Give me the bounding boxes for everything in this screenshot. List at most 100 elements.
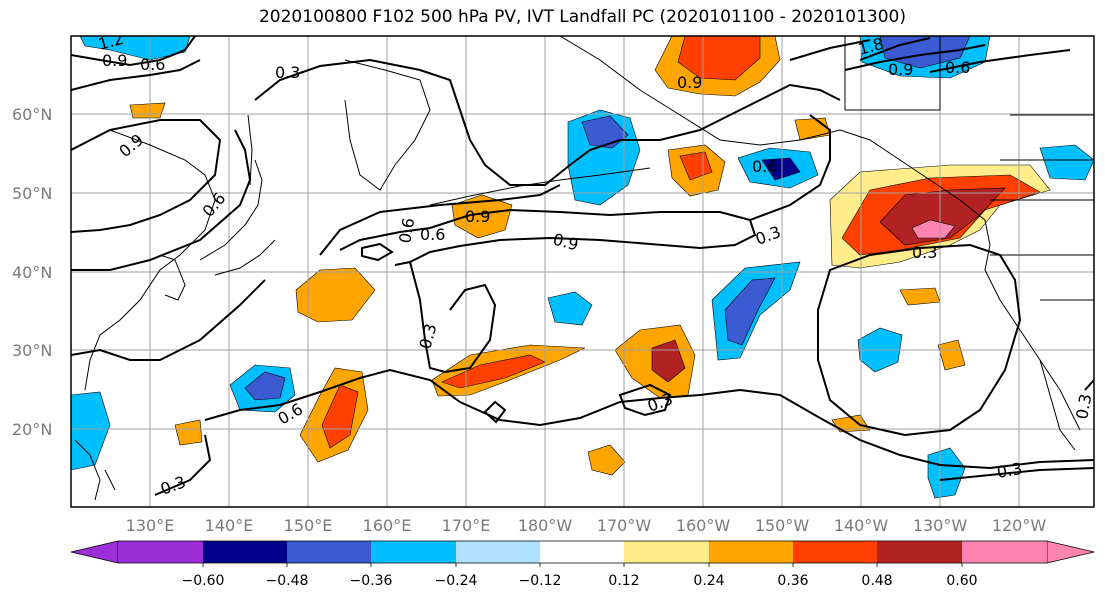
coast-korea bbox=[159, 254, 186, 301]
anomaly-positive-160w-core bbox=[679, 151, 713, 181]
colorbar-swatch bbox=[118, 541, 203, 563]
lat-label-20n: 20°N bbox=[12, 420, 52, 439]
contour-label: 0.6 bbox=[945, 58, 970, 77]
colorbar-swatch bbox=[624, 541, 709, 563]
contour-0-6-west bbox=[71, 59, 201, 91]
anomaly-positive-135e bbox=[129, 102, 166, 119]
latitude-labels: 60°N 50°N 40°N 30°N 20°N bbox=[12, 105, 52, 439]
lon-label-140w: 140°W bbox=[834, 516, 889, 535]
colorbar-outline bbox=[118, 540, 1047, 564]
contour-0-6-loop bbox=[71, 129, 252, 271]
lat-label-30n: 30°N bbox=[12, 341, 52, 360]
anomaly-positive-130w-mid bbox=[937, 339, 966, 371]
anomaly-negative-west-edge bbox=[71, 391, 111, 471]
colorbar-swatch bbox=[962, 541, 1047, 563]
colorbar-swatch bbox=[456, 541, 540, 563]
lat-label-60n: 60°N bbox=[12, 105, 52, 124]
contour-0-3-southeast bbox=[939, 467, 1094, 481]
anomaly-positive-west-edge bbox=[174, 419, 203, 446]
lon-label-160w: 160°W bbox=[676, 516, 731, 535]
lon-label-180w: 180°W bbox=[518, 516, 573, 535]
contour-label: 0.3 bbox=[912, 243, 937, 262]
anomaly-negative-130w-south bbox=[927, 447, 966, 499]
contour-0-9-northeast bbox=[844, 44, 986, 71]
lat-label-40n: 40°N bbox=[12, 263, 52, 282]
anomaly-positive-northeast-pacific-core bbox=[879, 187, 1006, 246]
colorbar-tick-label: −0.36 bbox=[350, 573, 393, 589]
contour-center-ring bbox=[361, 242, 394, 262]
contour-label: 1.8 bbox=[856, 34, 886, 59]
graticule bbox=[71, 36, 1094, 507]
colorbar-tick-label: 0.60 bbox=[946, 573, 977, 589]
anomaly-negative-aleutian-core bbox=[581, 115, 629, 149]
contour-0-6-east bbox=[749, 114, 831, 221]
colorbar-swatch bbox=[287, 541, 371, 563]
coast-aleutians bbox=[429, 167, 651, 206]
anomaly-positive-175e bbox=[451, 194, 513, 239]
anomaly-positive-155e bbox=[295, 267, 376, 323]
anomaly-negative-east-edge bbox=[1039, 144, 1094, 181]
colorbar-tick-label: −0.60 bbox=[182, 573, 225, 589]
anomaly-positive-north-center-core bbox=[677, 36, 761, 81]
colorbar-swatch bbox=[203, 541, 287, 563]
contour-label: 0.6 bbox=[420, 225, 445, 244]
colorbar-tick-label: −0.48 bbox=[266, 573, 309, 589]
coast-japan bbox=[199, 159, 276, 276]
contour-1-8-northeast bbox=[859, 37, 931, 61]
coast-philippines bbox=[74, 439, 116, 501]
lon-label-170w: 170°W bbox=[597, 516, 652, 535]
colorbar-ticks bbox=[202, 563, 963, 567]
contour-0-3-ring bbox=[483, 400, 507, 424]
colorbar-swatch bbox=[877, 541, 962, 563]
contour-label: 0.6 bbox=[140, 55, 165, 74]
contour-0-3-south bbox=[154, 434, 212, 496]
coast-alaska bbox=[559, 36, 961, 201]
anomaly-positive-northeast-pacific-peak bbox=[911, 219, 956, 239]
colorbar-tick-label: 0.36 bbox=[777, 573, 808, 589]
contour-label: 0.6 bbox=[395, 216, 418, 244]
colorbar-over-triangle bbox=[1046, 540, 1095, 564]
contour-0-6-east-loop bbox=[817, 243, 1022, 437]
contour-0-6-south bbox=[204, 368, 1094, 470]
anomaly-positive-165w-south bbox=[587, 444, 626, 476]
map-title: 2020100800 F102 500 hPa PV, IVT Landfall… bbox=[258, 7, 906, 27]
lon-label-130e: 130°E bbox=[126, 516, 175, 535]
colorbar-tick-label: −0.24 bbox=[435, 573, 478, 589]
anomaly-negative-175e bbox=[547, 291, 593, 326]
contour-0-6-center bbox=[319, 184, 561, 256]
lat-label-50n: 50°N bbox=[12, 184, 52, 203]
colorbar-tick-label: 0.24 bbox=[693, 573, 724, 589]
contour-label: 0.3 bbox=[275, 63, 300, 82]
contour-0-9-west bbox=[71, 36, 196, 67]
lon-label-130w: 130°W bbox=[913, 516, 968, 535]
state-borders bbox=[844, 36, 1094, 301]
coast-baja bbox=[1039, 359, 1076, 451]
colorbar-tick-label: 0.12 bbox=[608, 573, 639, 589]
contour-0-9-center bbox=[339, 208, 757, 266]
anomaly-negative-145e-core bbox=[244, 371, 286, 401]
contour-0-9-loop bbox=[71, 119, 222, 233]
coast-sakhalin bbox=[247, 114, 253, 186]
colorbar-swatch bbox=[793, 541, 877, 563]
contour-label: 0.3 bbox=[995, 459, 1023, 482]
coast-north-america-west bbox=[959, 199, 1081, 431]
contour-0-3-mid bbox=[409, 261, 497, 374]
contour-label: 0.3 bbox=[1072, 392, 1095, 420]
contour-0-3-east-edge bbox=[1084, 379, 1094, 391]
colorbar-tick-label: 0.48 bbox=[861, 573, 892, 589]
lon-label-120w: 120°W bbox=[992, 516, 1047, 535]
contour-0-3-loop bbox=[71, 279, 266, 361]
colorbar-swatch bbox=[371, 541, 456, 563]
colorbar: −0.60 −0.48 −0.36 −0.24 −0.12 0.12 0.24 … bbox=[70, 540, 1095, 589]
longitude-labels: 130°E 140°E 150°E 160°E 170°E 180°W 170°… bbox=[126, 516, 1047, 535]
anomaly-negative-145w-core bbox=[724, 277, 776, 346]
shaded-anomaly-fields bbox=[71, 36, 1094, 499]
contour-0-6-northeast bbox=[789, 39, 1071, 73]
anomaly-positive-155e-south-core bbox=[321, 384, 359, 449]
coastlines bbox=[71, 36, 1094, 501]
lon-label-150w: 150°W bbox=[755, 516, 810, 535]
contour-label: 0.9 bbox=[465, 207, 490, 226]
contour-label: 0.9 bbox=[677, 73, 702, 92]
contour-0-3-north bbox=[254, 58, 841, 186]
